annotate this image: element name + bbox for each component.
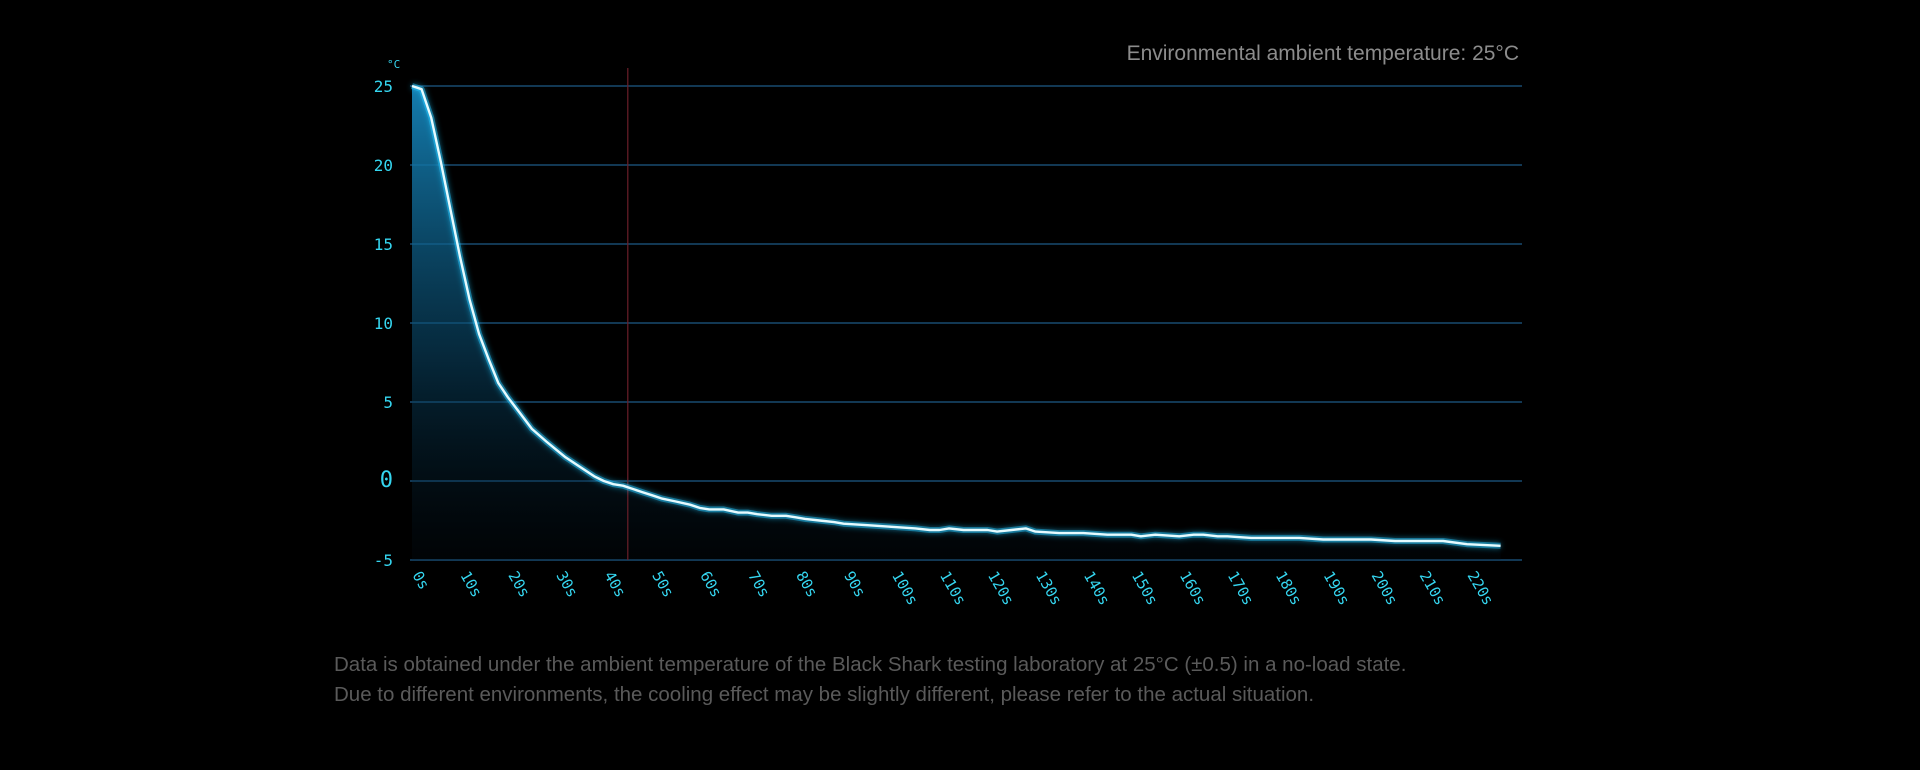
x-tick-label: 0s [409, 568, 434, 593]
x-tick-label: 40s [600, 568, 629, 600]
temperature-chart: 25 20 15 10 5 0 -5 0s 10s 20s 30s 40s 50s 60s 70s 80s 9… [374, 58, 1522, 608]
x-tick-label: 130s [1032, 568, 1066, 608]
y-axis-ticks: 25 20 15 10 5 0 -5 [374, 77, 393, 570]
y-tick-label: 25 [374, 77, 393, 96]
x-tick-label: 10s [456, 568, 485, 600]
x-tick-label: 170s [1224, 568, 1258, 608]
ambient-temperature-note: Environmental ambient temperature: 25°C [1126, 42, 1519, 65]
x-tick-label: 150s [1128, 568, 1162, 608]
x-tick-label: 70s [744, 568, 773, 600]
x-tick-label: 50s [648, 568, 677, 600]
x-tick-label: 190s [1320, 568, 1354, 608]
x-tick-label: 30s [552, 568, 581, 600]
y-tick-label: 20 [374, 156, 393, 175]
y-tick-label: 10 [374, 314, 393, 333]
y-axis-unit-label: °C [387, 58, 400, 71]
x-tick-label: 210s [1416, 568, 1450, 608]
area-fill-path [412, 86, 1501, 560]
y-tick-label: 5 [383, 393, 393, 412]
x-tick-label: 110s [936, 568, 970, 608]
footnote: Data is obtained under the ambient tempe… [334, 650, 1406, 710]
x-tick-label: 120s [984, 568, 1018, 608]
x-tick-label: 140s [1080, 568, 1114, 608]
x-tick-label: 220s [1464, 568, 1498, 608]
area-fill [412, 86, 1501, 560]
curve-line [411, 84, 1501, 547]
y-tick-label: 0 [380, 468, 393, 493]
y-tick-label: 15 [374, 235, 393, 254]
x-tick-label: 160s [1176, 568, 1210, 608]
x-tick-label: 60s [696, 568, 725, 600]
x-tick-label: 90s [840, 568, 869, 600]
x-axis-ticks: 0s 10s 20s 30s 40s 50s 60s 70s 80s 90s 100s 110s 120… [409, 568, 1498, 608]
x-tick-label: 180s [1272, 568, 1306, 608]
x-tick-label: 200s [1368, 568, 1402, 608]
temperature-curve [411, 83, 1501, 549]
x-tick-label: 80s [792, 568, 821, 600]
footnote-line-1: Data is obtained under the ambient tempe… [334, 653, 1407, 676]
x-tick-label: 20s [504, 568, 533, 600]
x-tick-label: 100s [888, 568, 922, 608]
footnote-line-2: Due to different environments, the cooli… [334, 683, 1315, 706]
y-tick-label: -5 [374, 551, 393, 570]
